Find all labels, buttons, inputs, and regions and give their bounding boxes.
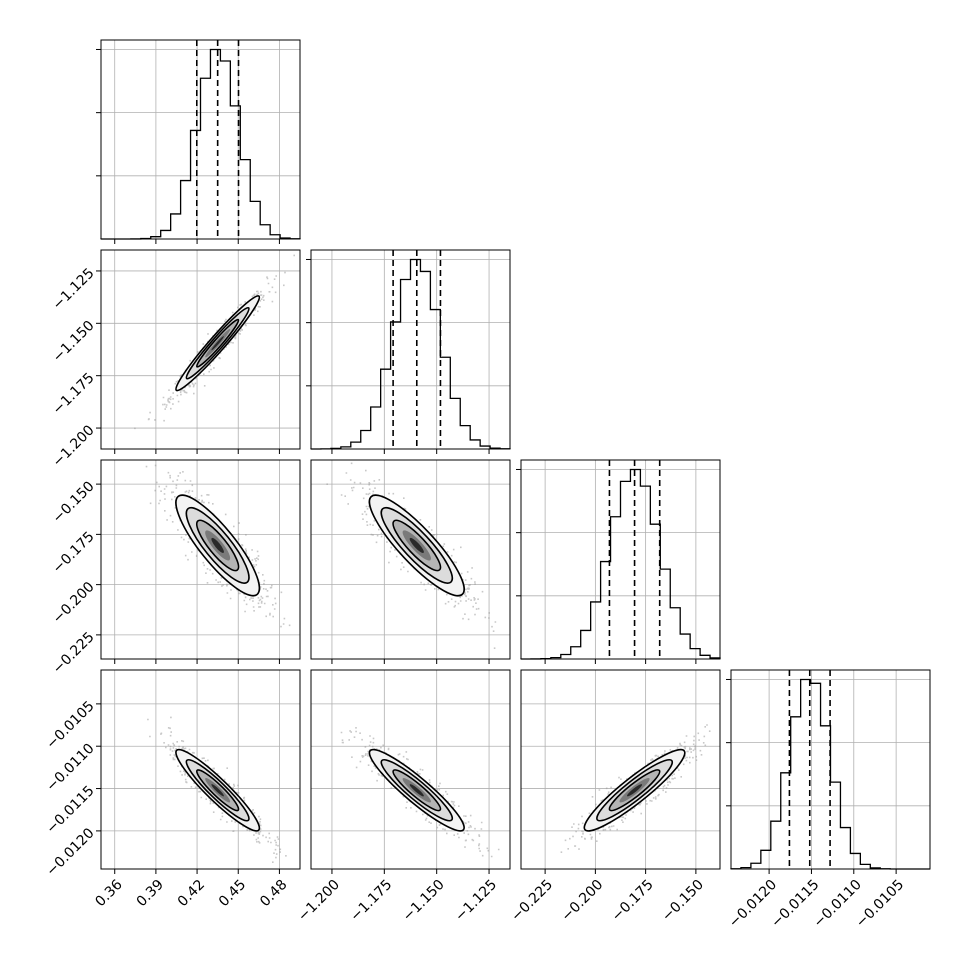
panel-frame xyxy=(730,669,931,870)
x-tick-label: 0.42 xyxy=(175,877,208,910)
histogram-2 xyxy=(520,468,721,660)
panel-frame xyxy=(310,669,511,870)
density-1-0 xyxy=(134,254,295,430)
contour-line xyxy=(583,748,686,832)
y-tick-label: −1.125 xyxy=(50,265,98,313)
density-2-1 xyxy=(326,462,497,649)
x-tick-label: −0.225 xyxy=(508,877,556,925)
contour-line xyxy=(185,506,250,584)
y-tick-label: −0.150 xyxy=(50,478,98,526)
x-tick-label: 0.45 xyxy=(216,877,249,910)
y-tick-label: −1.150 xyxy=(50,318,98,366)
contour-line xyxy=(392,519,442,572)
panel-frame xyxy=(100,669,301,870)
density-3-0 xyxy=(147,716,287,863)
contour-line xyxy=(380,758,454,822)
x-tick-label: 0.39 xyxy=(134,877,167,910)
panel-3-1: −1.200 −1.175 −1.150 −1.125 xyxy=(295,669,511,925)
x-tick-label: 0.48 xyxy=(257,877,290,910)
contour-line xyxy=(596,758,674,822)
panel-frame xyxy=(520,459,721,660)
panel-2-1 xyxy=(310,459,511,664)
contour-line xyxy=(380,506,454,584)
contour-line xyxy=(175,748,261,832)
contour-line xyxy=(368,748,465,832)
contour-line xyxy=(195,519,240,572)
x-tick-label: −1.150 xyxy=(400,877,448,925)
panel-3-2: −0.225 −0.200 −0.175 −0.150 xyxy=(508,669,721,925)
density-3-2 xyxy=(560,724,711,853)
panel-frame xyxy=(310,459,511,660)
density-fill xyxy=(627,784,643,797)
contour-line xyxy=(608,769,661,812)
panel-2-2 xyxy=(516,459,721,664)
y-tick-label: −0.200 xyxy=(50,579,98,627)
panel-0-0 xyxy=(96,39,301,244)
panel-1-0: −1.200−1.175−1.150 −1.125 xyxy=(50,249,301,470)
contour-line xyxy=(185,306,250,380)
density-fill xyxy=(211,336,224,351)
contour-line xyxy=(185,758,250,822)
density-fill xyxy=(211,784,224,797)
panel-2-0: −0.225−0.200−0.175−0.150 xyxy=(50,459,301,677)
contour-line xyxy=(368,494,465,597)
histogram-0 xyxy=(101,48,301,240)
y-tick-label: −0.175 xyxy=(50,529,98,577)
x-tick-label: −1.175 xyxy=(347,877,395,925)
panel-1-1 xyxy=(306,249,511,454)
y-tick-label: −0.225 xyxy=(50,629,98,677)
x-tick-label: −0.175 xyxy=(609,877,657,925)
panel-frame xyxy=(310,249,511,450)
x-tick-label: −1.125 xyxy=(452,877,500,925)
panel-3-3: −0.0120−0.0115−0.0110−0.0105 xyxy=(726,669,931,931)
density-3-1 xyxy=(340,727,500,858)
y-tick-label: −1.200 xyxy=(50,422,98,470)
x-tick-label: −1.200 xyxy=(295,877,343,925)
contour-line xyxy=(175,494,261,597)
contour-line xyxy=(195,318,240,368)
histogram-1 xyxy=(310,258,511,450)
density-fill xyxy=(211,537,224,553)
x-tick-label: −0.200 xyxy=(558,877,606,925)
contour-line xyxy=(195,769,240,812)
density-fill xyxy=(409,784,424,797)
density-fill xyxy=(409,537,424,553)
x-tick-label: 0.36 xyxy=(92,877,125,910)
contour-line xyxy=(175,295,261,392)
y-tick-label: −1.175 xyxy=(50,370,98,418)
density-2-0 xyxy=(145,464,291,628)
contour-line xyxy=(392,769,442,812)
panel-frame xyxy=(100,249,301,450)
x-tick-label: −0.150 xyxy=(659,877,707,925)
panel-frame xyxy=(100,459,301,660)
panel-frame xyxy=(520,669,721,870)
panel-frame xyxy=(100,39,301,240)
